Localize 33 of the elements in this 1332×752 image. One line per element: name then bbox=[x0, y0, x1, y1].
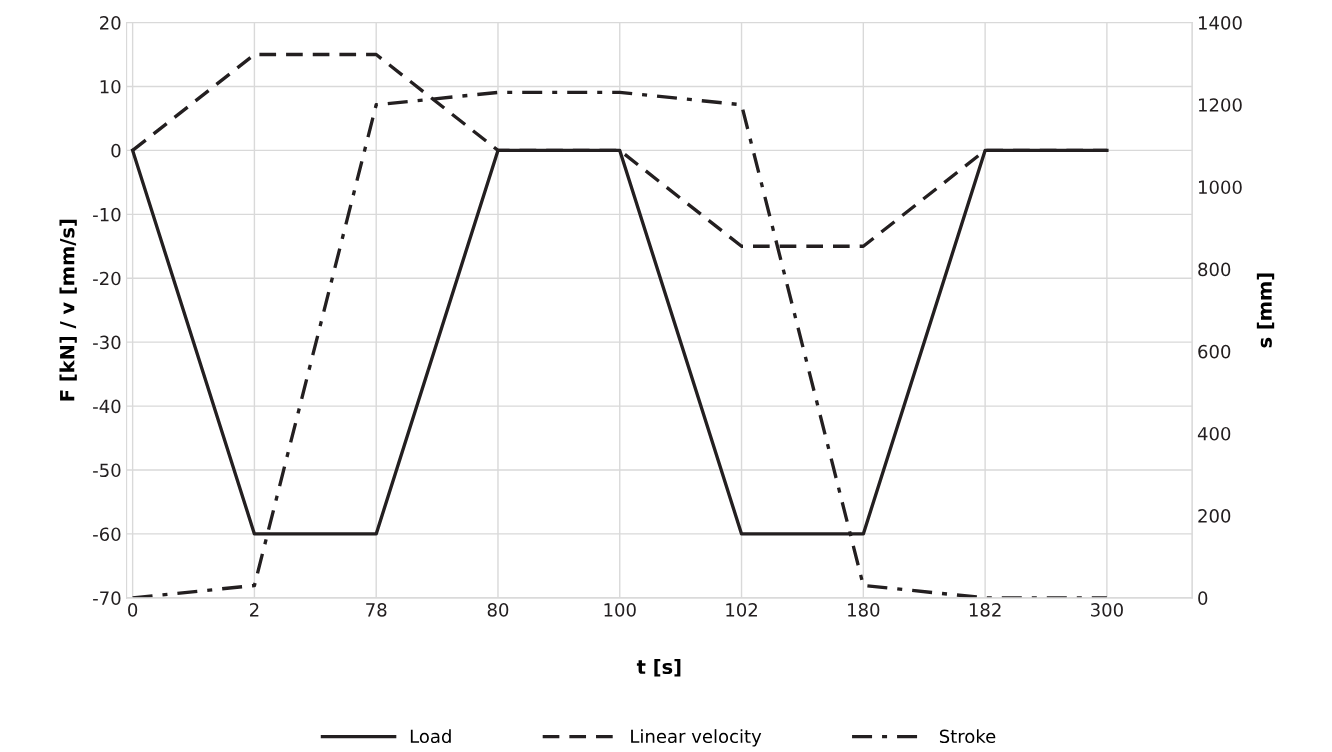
x-tick-label: 300 bbox=[1091, 603, 1123, 617]
legend-label: Stroke bbox=[939, 729, 996, 744]
y2-tick-label: 400 bbox=[1197, 426, 1231, 441]
x-tick-label: 78 bbox=[366, 603, 387, 617]
y-tick-label: 20 bbox=[100, 16, 121, 30]
y2-tick-label: 1200 bbox=[1198, 98, 1242, 112]
y-tick-label: 10 bbox=[100, 79, 121, 94]
y-axis-title: F [kN] / v [mm/s] bbox=[59, 219, 77, 401]
y-tick-label: -40 bbox=[93, 399, 121, 414]
y2-tick-label: 800 bbox=[1198, 262, 1231, 277]
y2-tick-label: 1400 bbox=[1198, 16, 1242, 30]
x-tick-label: 100 bbox=[604, 603, 636, 617]
y-tick-label: -60 bbox=[93, 527, 121, 542]
y2-tick-label: 200 bbox=[1198, 509, 1231, 523]
y-tick-label: -30 bbox=[93, 335, 121, 350]
y-tick-label: -70 bbox=[93, 591, 121, 605]
y-tick-label: -50 bbox=[93, 463, 121, 478]
x-tick-label: 180 bbox=[848, 603, 880, 617]
legend-label: Linear velocity bbox=[631, 729, 762, 747]
x-tick-label: 182 bbox=[969, 603, 1001, 617]
x-tick-label: 80 bbox=[487, 603, 509, 617]
y2-tick-label: 1000 bbox=[1198, 180, 1242, 195]
y2-axis-title: s [mm] bbox=[1256, 273, 1275, 348]
y-tick-label: 0 bbox=[111, 143, 121, 158]
legend-label: Load bbox=[410, 729, 451, 744]
x-tick-label: 102 bbox=[726, 603, 757, 617]
y-tick-label: -20 bbox=[93, 271, 121, 286]
y2-tick-label: 600 bbox=[1198, 344, 1231, 359]
y2-tick-label: 0 bbox=[1198, 591, 1208, 605]
x-tick-label: 2 bbox=[249, 603, 259, 617]
y-tick-label: -10 bbox=[93, 207, 121, 222]
x-axis-title: t [s] bbox=[636, 659, 681, 677]
x-tick-label: 0 bbox=[128, 603, 138, 617]
